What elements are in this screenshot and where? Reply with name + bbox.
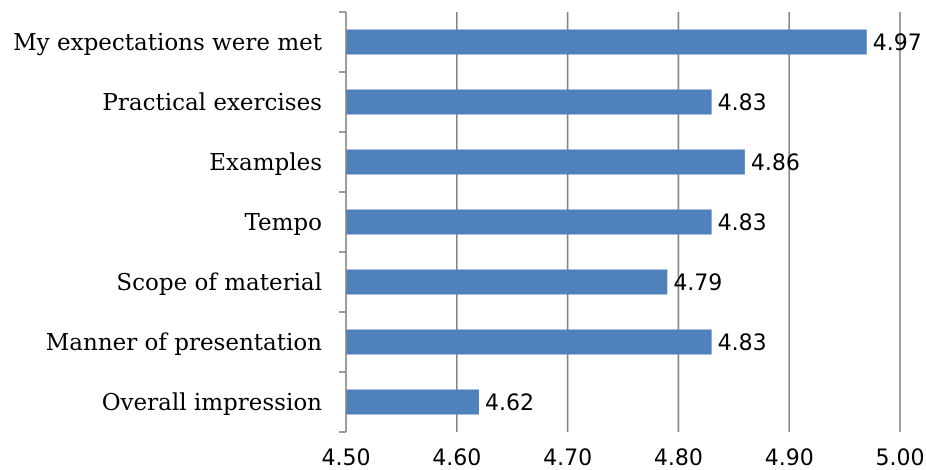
- bar: [346, 89, 712, 115]
- category-label: Manner of presentation: [46, 330, 322, 356]
- data-label: 4.97: [873, 31, 922, 56]
- category-label: Overall impression: [102, 390, 322, 416]
- x-tick-label: 4.60: [432, 446, 481, 470]
- x-tick-label: 4.50: [322, 446, 371, 470]
- category-label: Scope of material: [116, 270, 322, 296]
- x-tick-label: 5.00: [876, 446, 925, 470]
- bar: [346, 389, 479, 415]
- bar: [346, 209, 712, 235]
- labels: 4.50 4.60 4.70 4.80 4.90 5.00 My expectations …: [13, 30, 924, 470]
- axes: [339, 11, 347, 433]
- x-tick-label: 4.90: [765, 446, 814, 470]
- bar: [346, 329, 712, 355]
- data-label: 4.83: [718, 331, 767, 356]
- bars: [346, 29, 867, 415]
- data-label: 4.83: [718, 91, 767, 116]
- data-label: 4.79: [673, 271, 722, 296]
- category-label: Tempo: [244, 210, 322, 236]
- category-label: My expectations were met: [13, 30, 323, 56]
- bar: [346, 149, 745, 175]
- category-label: Examples: [209, 150, 322, 176]
- data-label: 4.62: [485, 391, 534, 416]
- x-tick-label: 4.80: [654, 446, 703, 470]
- bar: [346, 29, 867, 55]
- data-label: 4.83: [718, 211, 767, 236]
- bar: [346, 269, 668, 295]
- data-label: 4.86: [751, 151, 800, 176]
- category-label: Practical exercises: [102, 90, 322, 116]
- x-tick-label: 4.70: [543, 446, 592, 470]
